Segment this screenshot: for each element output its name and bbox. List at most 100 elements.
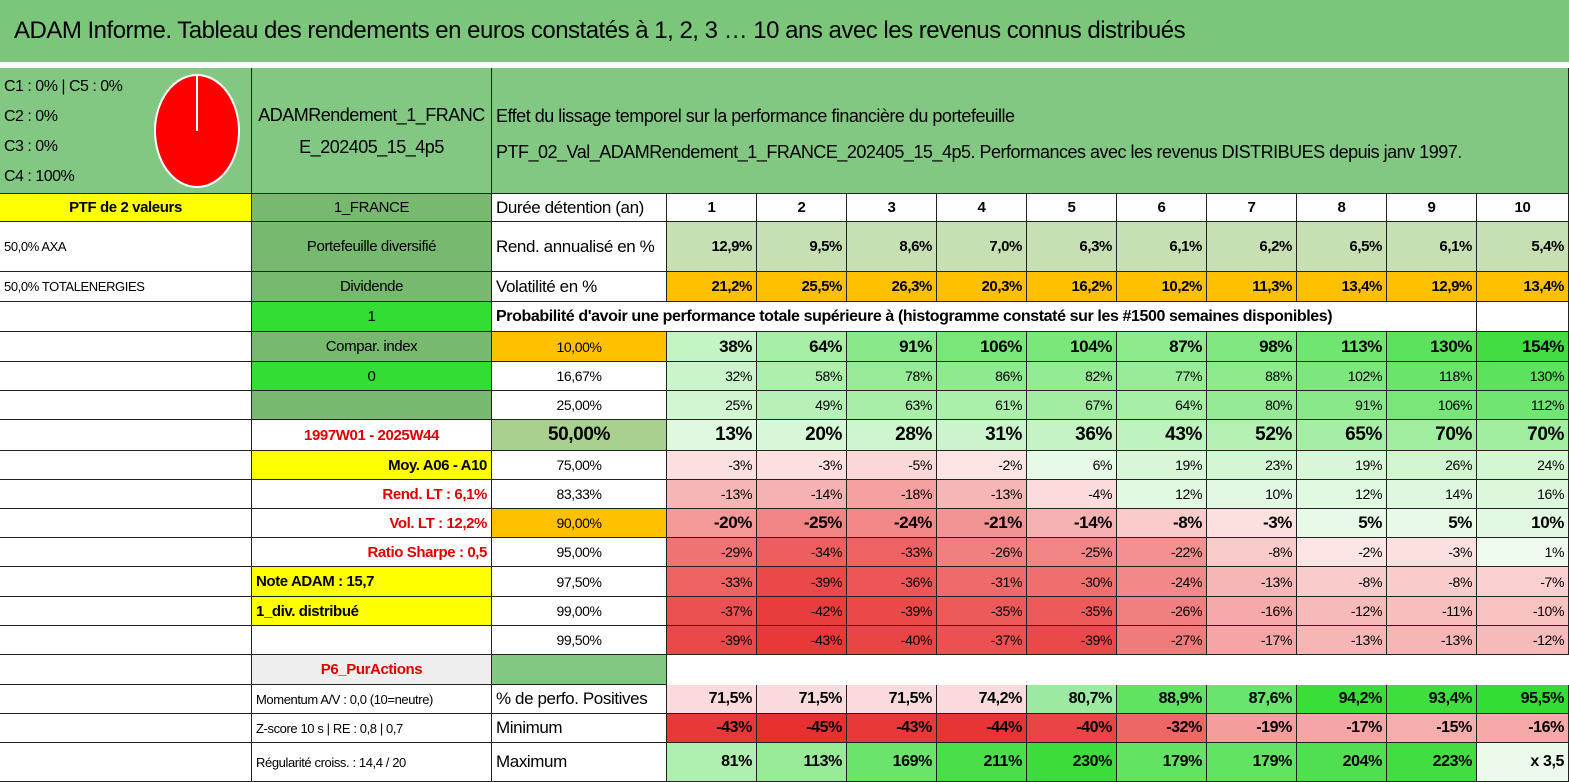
value: 65%	[1297, 420, 1387, 451]
percentile-label: 90,00%	[492, 509, 667, 538]
value: 63%	[847, 391, 937, 420]
value: -39%	[847, 597, 937, 626]
blank-cell	[0, 655, 252, 685]
row-label: Minimum	[492, 714, 667, 743]
description-line: PTF_02_Val_ADAMRendement_1_FRANCE_202405…	[496, 142, 1462, 162]
value: -18%	[847, 480, 937, 509]
value: 52%	[1207, 420, 1297, 451]
value: 113%	[1297, 332, 1387, 362]
value: 16,2%	[1027, 272, 1117, 302]
value: -26%	[937, 538, 1027, 567]
pie-legend: C1 : 0% | C5 : 0% C2 : 0% C3 : 0% C4 : 100%	[4, 72, 123, 192]
value: -40%	[847, 626, 937, 655]
side-label: Rend. LT : 6,1%	[252, 480, 492, 509]
value: 38%	[667, 332, 757, 362]
value: 43%	[1117, 420, 1207, 451]
value: 95,5%	[1477, 685, 1569, 714]
value: -25%	[1027, 538, 1117, 567]
value: -16%	[1207, 597, 1297, 626]
side-label: P6_PurActions	[252, 655, 492, 685]
value: -31%	[937, 567, 1027, 597]
value: -12%	[1297, 597, 1387, 626]
value: 87,6%	[1207, 685, 1297, 714]
percentile-label: 97,50%	[492, 567, 667, 597]
value: -21%	[937, 509, 1027, 538]
value: -15%	[1387, 714, 1477, 743]
value: 211%	[937, 743, 1027, 782]
blank-cell	[0, 597, 252, 626]
percentile-label: 10,00%	[492, 332, 667, 362]
value: -27%	[1117, 626, 1207, 655]
side-label: Moy. A06 - A10	[252, 451, 492, 480]
year: 10	[1477, 194, 1569, 222]
value: 88,9%	[1117, 685, 1207, 714]
value: 6%	[1027, 451, 1117, 480]
blank-cell	[0, 391, 252, 420]
value: 71,5%	[847, 685, 937, 714]
blank-cell	[252, 626, 492, 655]
percentile-label: 75,00%	[492, 451, 667, 480]
value: 13,4%	[1477, 272, 1569, 302]
year: 3	[847, 194, 937, 222]
value: 19%	[1117, 451, 1207, 480]
side-label: 1_FRANCE	[252, 194, 492, 222]
year: 7	[1207, 194, 1297, 222]
value: 10%	[1207, 480, 1297, 509]
value: 21,2%	[667, 272, 757, 302]
percentile-label: 16,67%	[492, 362, 667, 391]
value: -11%	[1387, 597, 1477, 626]
description-line: Effet du lissage temporel sur la perform…	[496, 106, 1015, 126]
value: 49%	[757, 391, 847, 420]
value: 13%	[667, 420, 757, 451]
year: 4	[937, 194, 1027, 222]
value: -8%	[1117, 509, 1207, 538]
percentile-label: 50,00%	[492, 420, 667, 451]
side-label: Note ADAM : 15,7	[252, 567, 492, 597]
year: 8	[1297, 194, 1387, 222]
percentile-label: 95,00%	[492, 538, 667, 567]
row-label: Maximum	[492, 743, 667, 782]
value: 87%	[1117, 332, 1207, 362]
pie-block: C1 : 0% | C5 : 0% C2 : 0% C3 : 0% C4 : 100%	[0, 68, 252, 194]
side-label: Vol. LT : 12,2%	[252, 509, 492, 538]
year: 6	[1117, 194, 1207, 222]
value: -22%	[1117, 538, 1207, 567]
year: 5	[1027, 194, 1117, 222]
value: 179%	[1207, 743, 1297, 782]
value: -35%	[1027, 597, 1117, 626]
value: -13%	[667, 480, 757, 509]
value: 24%	[1477, 451, 1569, 480]
value: 5%	[1297, 509, 1387, 538]
value: 94,2%	[1297, 685, 1387, 714]
value: 64%	[757, 332, 847, 362]
value: 71,5%	[667, 685, 757, 714]
value: 8,6%	[847, 222, 937, 272]
value: -25%	[757, 509, 847, 538]
legend-entry: C2 : 0%	[4, 108, 58, 125]
value: 230%	[1027, 743, 1117, 782]
value: 204%	[1297, 743, 1387, 782]
value: 91%	[847, 332, 937, 362]
side-label: Dividende	[252, 272, 492, 302]
value: 77%	[1117, 362, 1207, 391]
value: 5%	[1387, 509, 1477, 538]
value: 23%	[1207, 451, 1297, 480]
value: -44%	[937, 714, 1027, 743]
value: 61%	[937, 391, 1027, 420]
value: -13%	[1207, 567, 1297, 597]
value: -14%	[757, 480, 847, 509]
caption: Probabilité d'avoir une performance tota…	[492, 302, 1477, 332]
value: 6,5%	[1297, 222, 1387, 272]
value: -43%	[757, 626, 847, 655]
value: 26,3%	[847, 272, 937, 302]
value: 10,2%	[1117, 272, 1207, 302]
value: 9,5%	[757, 222, 847, 272]
value: 6,1%	[1387, 222, 1477, 272]
value: -42%	[757, 597, 847, 626]
blank-cell	[0, 302, 252, 332]
value: -2%	[1297, 538, 1387, 567]
value: 16%	[1477, 480, 1569, 509]
value: -3%	[1387, 538, 1477, 567]
value: -20%	[667, 509, 757, 538]
value: 6,2%	[1207, 222, 1297, 272]
